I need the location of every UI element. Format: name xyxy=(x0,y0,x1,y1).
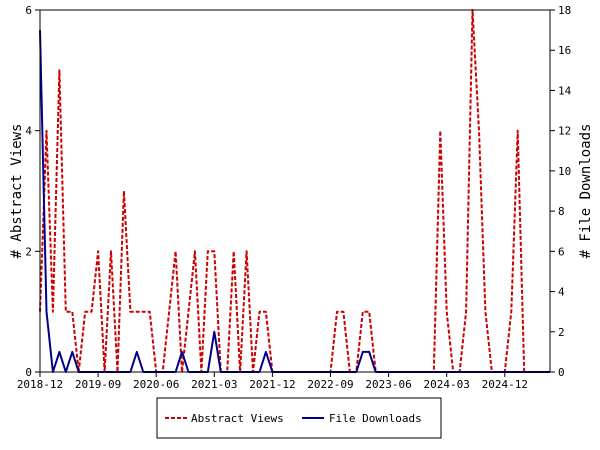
right-y-tick-label: 18 xyxy=(558,4,571,17)
series-line-abstract-views xyxy=(39,9,550,373)
left-axis-title: # Abstract Views xyxy=(9,124,25,259)
right-y-tick-label: 10 xyxy=(558,165,571,178)
right-y-tick-label: 0 xyxy=(558,366,565,379)
right-y-tick-label: 6 xyxy=(558,245,565,258)
right-y-tick-label: 16 xyxy=(558,44,571,57)
series-line-file-downloads xyxy=(39,30,550,373)
left-y-tick-label: 4 xyxy=(25,125,32,138)
left-y-tick-label: 2 xyxy=(25,245,32,258)
x-tick-label: 2020-06 xyxy=(133,378,179,391)
x-tick-label: 2018-12 xyxy=(17,378,63,391)
left-y-tick-label: 6 xyxy=(25,4,32,17)
right-y-tick-label: 8 xyxy=(558,205,565,218)
x-tick-label: 2022-09 xyxy=(307,378,353,391)
x-tick-label: 2021-03 xyxy=(191,378,237,391)
right-y-tick-label: 2 xyxy=(558,326,565,339)
x-tick-label: 2024-12 xyxy=(482,378,528,391)
plot-area-frame xyxy=(39,9,551,373)
right-axis-title: # File Downloads xyxy=(578,124,594,259)
left-y-tick-label: 0 xyxy=(25,366,32,379)
right-y-tick-label: 14 xyxy=(558,84,572,97)
right-y-tick-label: 4 xyxy=(558,286,565,299)
x-tick-label: 2024-03 xyxy=(424,378,470,391)
legend-label-abstract-views: Abstract Views xyxy=(191,412,284,425)
legend-label-file-downloads: File Downloads xyxy=(329,412,422,425)
legend-box xyxy=(156,397,442,439)
legend: Abstract Views File Downloads xyxy=(156,397,442,439)
x-tick-label: 2021-12 xyxy=(249,378,295,391)
x-tick-label: 2023-06 xyxy=(365,378,411,391)
right-y-tick-label: 12 xyxy=(558,125,571,138)
x-tick-label: 2019-09 xyxy=(75,378,121,391)
